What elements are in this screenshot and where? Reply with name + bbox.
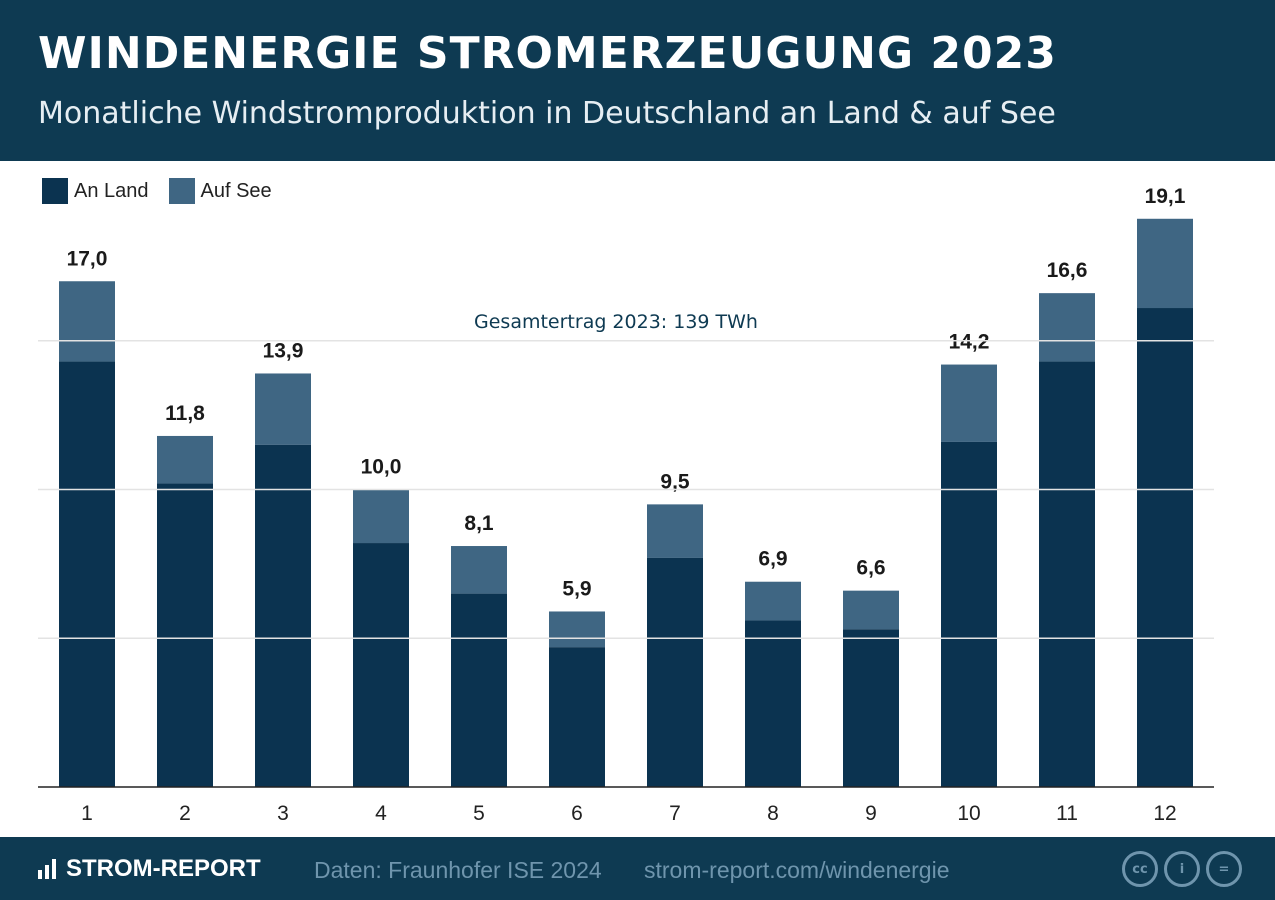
bar-an-land <box>745 620 801 787</box>
bar-auf-see <box>843 590 899 630</box>
bar-auf-see <box>549 611 605 648</box>
x-tick-label: 7 <box>669 802 681 825</box>
data-label: 17,0 <box>67 247 108 270</box>
license-icons: cc i = <box>1122 851 1242 887</box>
chart-plot: 1219,11116,61014,296,686,979,565,958,141… <box>38 185 1214 825</box>
footer: STROM-REPORT Daten: Fraunhofer ISE 2024 … <box>0 837 1275 900</box>
x-tick-label: 5 <box>473 802 485 825</box>
attribution-icon: i <box>1164 851 1200 887</box>
legend-label: Auf See <box>200 179 272 202</box>
legend-swatch-auf-see <box>168 178 195 204</box>
x-tick-label: 11 <box>1056 802 1078 825</box>
legend-label: An Land <box>74 179 149 202</box>
brand-logo: STROM-REPORT <box>38 855 261 883</box>
bar-auf-see <box>647 504 703 558</box>
legend-item-auf-see: Auf See <box>168 178 272 204</box>
data-label: 11,8 <box>165 402 205 425</box>
data-label: 14,2 <box>949 331 990 354</box>
bar-an-land <box>59 361 115 787</box>
chart-title: WINDENERGIE STROMERZEUGUNG 2023 <box>38 28 1057 79</box>
data-label: 9,5 <box>660 470 690 493</box>
data-label: 16,6 <box>1047 259 1088 282</box>
x-tick-label: 6 <box>571 802 583 825</box>
bar-an-land <box>157 483 213 787</box>
bar-chart-icon <box>38 859 56 879</box>
chart-subtitle: Monatliche Windstromproduktion in Deutsc… <box>38 96 1056 131</box>
bar-an-land <box>549 647 605 787</box>
legend: An Land Auf See <box>42 178 272 204</box>
x-tick-label: 8 <box>767 802 779 825</box>
x-tick-label: 12 <box>1153 802 1176 825</box>
bar-auf-see <box>353 489 409 544</box>
header: WINDENERGIE STROMERZEUGUNG 2023 Monatlic… <box>0 0 1275 161</box>
annotation-total: Gesamtertrag 2023: 139 TWh <box>474 311 758 333</box>
bar-an-land <box>1137 308 1193 787</box>
bar-auf-see <box>745 581 801 621</box>
data-label: 5,9 <box>562 577 591 600</box>
source-url[interactable]: strom-report.com/windenergie <box>644 857 950 883</box>
data-label: 19,1 <box>1145 185 1186 208</box>
data-label: 13,9 <box>263 339 304 362</box>
bar-auf-see <box>451 546 507 594</box>
legend-item-an-land: An Land <box>42 178 149 204</box>
bar-auf-see <box>1137 218 1193 309</box>
brand-name: STROM-REPORT <box>66 855 261 882</box>
bar-an-land <box>451 593 507 787</box>
bar-auf-see <box>941 364 997 442</box>
x-tick-label: 10 <box>957 802 980 825</box>
x-tick-label: 2 <box>179 802 191 825</box>
data-label: 10,0 <box>361 456 402 479</box>
data-source: Daten: Fraunhofer ISE 2024 <box>314 857 602 883</box>
x-tick-label: 4 <box>375 802 387 825</box>
bar-an-land <box>255 444 311 787</box>
legend-swatch-an-land <box>42 178 68 204</box>
bar-auf-see <box>59 281 115 362</box>
bar-an-land <box>941 441 997 787</box>
data-label: 6,9 <box>758 548 787 571</box>
data-label: 6,6 <box>856 557 885 580</box>
x-tick-label: 1 <box>81 802 93 825</box>
bar-an-land <box>353 543 409 787</box>
bar-auf-see <box>255 373 311 445</box>
bar-an-land <box>1039 361 1095 787</box>
bar-an-land <box>647 557 703 787</box>
data-label: 8,1 <box>464 512 494 535</box>
x-tick-label: 3 <box>277 802 289 825</box>
x-tick-label: 9 <box>865 802 877 825</box>
bar-an-land <box>843 629 899 787</box>
cc-icon: cc <box>1122 851 1158 887</box>
no-derivatives-icon: = <box>1206 851 1242 887</box>
bar-auf-see <box>157 435 213 484</box>
bar-auf-see <box>1039 293 1095 362</box>
